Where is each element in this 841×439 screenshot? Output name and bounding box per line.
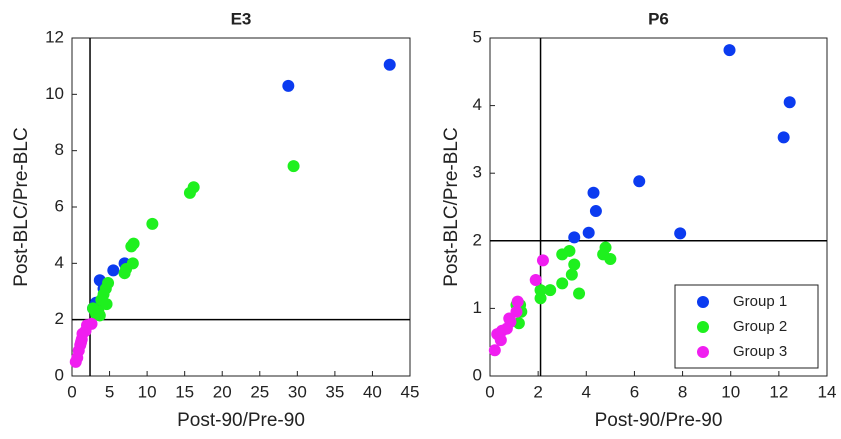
data-point bbox=[633, 175, 646, 188]
data-point bbox=[511, 295, 524, 308]
data-point bbox=[534, 292, 547, 305]
plot-frame bbox=[489, 37, 828, 377]
y-tick-label: 10 bbox=[45, 84, 64, 103]
legend-marker bbox=[697, 346, 709, 358]
plot-frame bbox=[71, 37, 411, 377]
data-point bbox=[536, 254, 549, 267]
y-axis-label: Post-BLC/Pre-BLC bbox=[11, 127, 32, 286]
legend-marker bbox=[697, 296, 709, 308]
data-point bbox=[183, 186, 196, 199]
data-point bbox=[494, 334, 507, 347]
y-tick-label: 4 bbox=[473, 95, 482, 114]
chart-title: E3 bbox=[231, 9, 252, 28]
x-tick-label: 25 bbox=[250, 382, 269, 401]
data-point bbox=[544, 284, 557, 297]
legend-label: Group 1 bbox=[733, 293, 787, 310]
x-tick-label: 6 bbox=[630, 382, 639, 401]
y-tick-label: 0 bbox=[55, 365, 64, 384]
x-axis-label: Post-90/Pre-90 bbox=[177, 410, 305, 431]
data-point bbox=[100, 298, 113, 311]
data-point bbox=[723, 44, 736, 57]
data-point bbox=[604, 253, 617, 266]
data-point bbox=[582, 226, 595, 239]
y-tick-label: 4 bbox=[55, 253, 64, 272]
data-point bbox=[529, 274, 542, 287]
data-point bbox=[488, 344, 501, 357]
y-tick-label: 0 bbox=[473, 365, 482, 384]
data-point bbox=[85, 317, 98, 330]
y-tick-label: 1 bbox=[473, 298, 482, 317]
y-tick-label: 2 bbox=[473, 230, 482, 249]
data-point bbox=[503, 312, 516, 325]
data-point bbox=[568, 231, 581, 244]
x-tick-label: 0 bbox=[485, 382, 494, 401]
legend-label: Group 3 bbox=[733, 343, 787, 360]
x-tick-label: 15 bbox=[175, 382, 194, 401]
y-tick-label: 8 bbox=[55, 140, 64, 159]
data-point bbox=[107, 264, 120, 277]
x-tick-label: 2 bbox=[533, 382, 542, 401]
data-point bbox=[287, 160, 300, 173]
data-point bbox=[568, 258, 581, 271]
data-point bbox=[565, 268, 578, 281]
x-tick-label: 20 bbox=[213, 382, 232, 401]
x-tick-label: 10 bbox=[138, 382, 157, 401]
chart-title: P6 bbox=[648, 9, 669, 28]
data-point bbox=[556, 277, 569, 290]
x-tick-label: 35 bbox=[325, 382, 344, 401]
legend-label: Group 2 bbox=[733, 318, 787, 335]
y-axis-label: Post-BLC/Pre-BLC bbox=[441, 127, 462, 286]
x-axis-label: Post-90/Pre-90 bbox=[595, 410, 723, 431]
data-point bbox=[282, 79, 295, 92]
y-tick-label: 6 bbox=[55, 196, 64, 215]
data-point bbox=[556, 248, 569, 261]
data-point bbox=[674, 227, 687, 240]
legend-marker bbox=[697, 321, 709, 333]
y-tick-label: 12 bbox=[45, 27, 64, 46]
x-tick-label: 45 bbox=[401, 382, 420, 401]
x-tick-label: 8 bbox=[678, 382, 687, 401]
data-point bbox=[146, 217, 159, 230]
data-point bbox=[383, 58, 396, 71]
data-point bbox=[118, 267, 131, 280]
x-tick-label: 30 bbox=[288, 382, 307, 401]
data-point bbox=[589, 205, 602, 218]
x-tick-label: 5 bbox=[105, 382, 114, 401]
data-point bbox=[75, 336, 88, 349]
x-tick-label: 40 bbox=[363, 382, 382, 401]
data-point bbox=[783, 96, 796, 109]
y-tick-label: 5 bbox=[473, 27, 482, 46]
data-point bbox=[125, 240, 138, 253]
data-point bbox=[500, 322, 513, 335]
x-tick-label: 0 bbox=[67, 382, 76, 401]
x-tick-label: 4 bbox=[582, 382, 591, 401]
x-tick-label: 10 bbox=[721, 382, 740, 401]
x-tick-label: 14 bbox=[818, 382, 837, 401]
data-point bbox=[90, 308, 103, 321]
y-tick-label: 3 bbox=[473, 163, 482, 182]
y-tick-label: 2 bbox=[55, 309, 64, 328]
data-point bbox=[573, 287, 586, 300]
data-point bbox=[777, 131, 790, 144]
x-tick-label: 12 bbox=[769, 382, 788, 401]
data-point bbox=[587, 186, 600, 199]
